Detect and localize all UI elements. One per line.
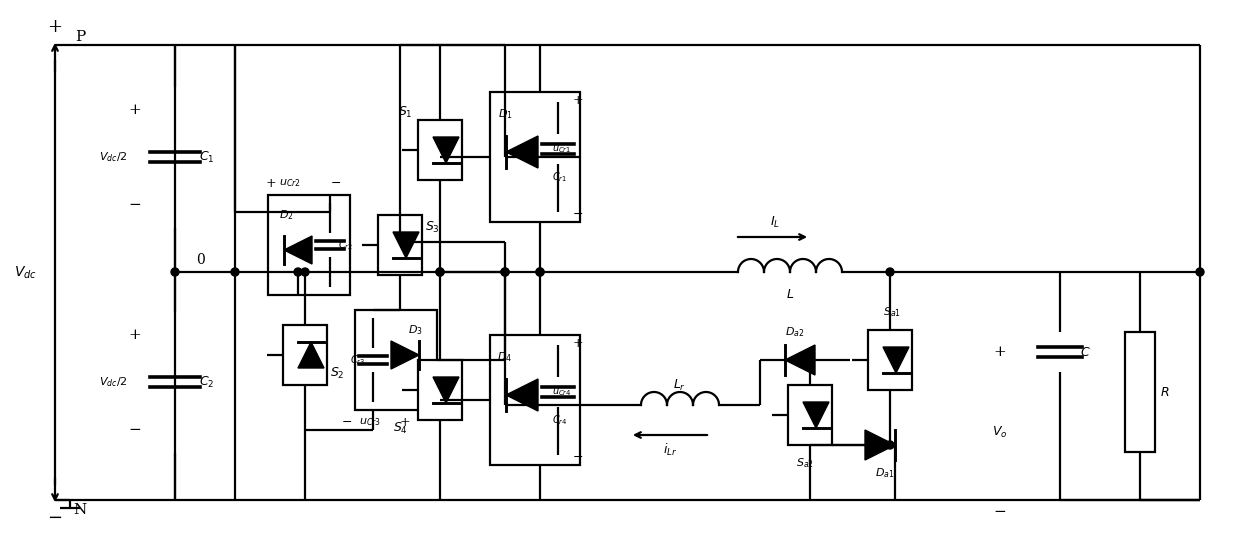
Text: $C_1$: $C_1$ [200,149,215,165]
Text: $R$: $R$ [1161,386,1169,399]
Text: +: + [573,337,583,349]
Text: P: P [74,30,86,44]
Bar [868,330,911,390]
Text: −: − [573,208,583,220]
Text: −: − [342,416,352,429]
Circle shape [231,268,239,276]
Text: $u_{Cr4}$: $u_{Cr4}$ [552,386,572,398]
Text: $V_{dc}$: $V_{dc}$ [14,264,36,281]
Text: $D_{a1}$: $D_{a1}$ [875,466,895,480]
Text: $S_2$: $S_2$ [330,365,345,380]
Text: −: − [47,509,62,527]
Text: −: − [573,450,583,463]
Polygon shape [391,341,419,369]
Bar [355,310,436,410]
Circle shape [887,268,894,276]
Bar [490,92,580,222]
Circle shape [294,268,303,276]
Text: $S_{a2}$: $S_{a2}$ [796,456,813,470]
Text: $V_{dc}/2$: $V_{dc}/2$ [99,150,128,164]
Text: $I_L$: $I_L$ [770,215,780,230]
Bar [1125,332,1154,452]
Circle shape [536,268,544,276]
Text: $u_{Cr2}$: $u_{Cr2}$ [279,177,301,189]
Text: $C_2$: $C_2$ [200,374,215,389]
Polygon shape [284,236,312,264]
Bar [787,385,832,445]
Text: $S_3$: $S_3$ [424,219,439,234]
Polygon shape [883,347,909,373]
Polygon shape [393,232,419,258]
Text: $S_{a1}$: $S_{a1}$ [883,305,901,319]
Text: $S_4$: $S_4$ [393,421,408,435]
Circle shape [436,268,444,276]
Text: −: − [331,177,341,189]
Polygon shape [506,136,538,168]
Text: 0: 0 [196,253,205,267]
Text: $C_{r4}$: $C_{r4}$ [552,413,568,427]
Text: +: + [399,416,410,429]
Circle shape [501,268,508,276]
Text: $D_{a2}$: $D_{a2}$ [785,325,805,339]
Bar [490,335,580,465]
Text: +: + [265,177,277,189]
Text: $C_{r3}$: $C_{r3}$ [351,353,366,367]
Circle shape [1197,268,1204,276]
Text: $V_o$: $V_o$ [992,424,1008,440]
Text: +: + [993,345,1007,359]
Text: $S_1$: $S_1$ [398,104,413,119]
Bar [418,120,463,180]
Text: $C$: $C$ [1080,346,1090,358]
Text: +: + [47,18,62,36]
Text: +: + [129,103,141,117]
Text: $i_{Lr}$: $i_{Lr}$ [663,442,677,458]
Polygon shape [785,345,815,375]
Text: −: − [993,505,1007,519]
Text: −: − [129,423,141,437]
Text: $u_{Cr3}$: $u_{Cr3}$ [360,416,381,428]
Circle shape [806,356,813,364]
Text: $D_2$: $D_2$ [279,208,294,222]
Polygon shape [506,379,538,411]
Text: $D_1$: $D_1$ [497,107,512,121]
Bar [418,360,463,420]
Text: $V_{dc}/2$: $V_{dc}/2$ [99,375,128,389]
Text: $C_{r2}$: $C_{r2}$ [339,238,353,252]
Polygon shape [433,137,459,163]
Polygon shape [866,430,895,460]
Circle shape [501,268,508,276]
Text: N: N [73,503,87,517]
Bar [378,215,422,275]
Circle shape [436,268,444,276]
Circle shape [536,268,544,276]
Text: $L$: $L$ [786,287,794,301]
Polygon shape [298,342,324,368]
Text: $L_r$: $L_r$ [673,378,687,393]
Bar [283,325,327,385]
Text: $D_4$: $D_4$ [497,350,512,364]
Polygon shape [804,402,830,428]
Text: $u_{Cr1}$: $u_{Cr1}$ [552,143,572,155]
Circle shape [887,441,894,449]
Text: $D_3$: $D_3$ [408,323,423,337]
Circle shape [171,268,179,276]
Text: +: + [573,94,583,106]
Text: $C_{r1}$: $C_{r1}$ [552,170,567,184]
Text: +: + [129,328,141,342]
Text: −: − [129,198,141,212]
Bar [268,195,350,295]
Polygon shape [433,377,459,403]
Circle shape [301,268,309,276]
